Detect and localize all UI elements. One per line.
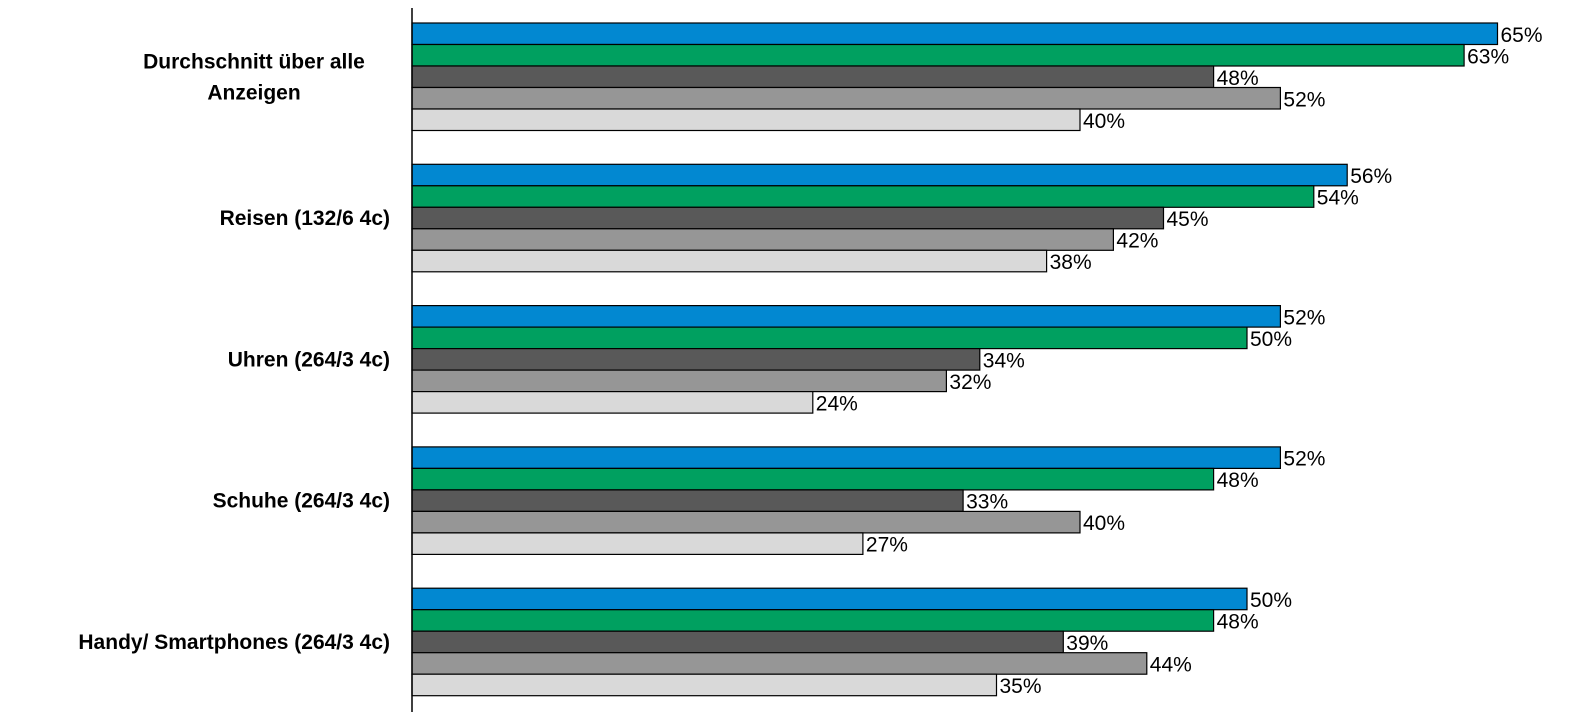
bar-cat1-series4 xyxy=(411,249,1048,273)
value-label: 40% xyxy=(1083,110,1125,133)
category-label: Reisen (132/6 4c) xyxy=(220,207,390,230)
value-label: 52% xyxy=(1283,306,1325,329)
value-label: 48% xyxy=(1217,610,1259,633)
value-label: 42% xyxy=(1116,230,1158,253)
bar-cat0-series3 xyxy=(411,86,1282,110)
bar-cat3-series3 xyxy=(411,510,1081,534)
bar-cat0-series2 xyxy=(411,65,1215,89)
category-label: Anzeigen xyxy=(207,81,300,104)
labels-group: 65%63% 48% 52% 40% Durchschnitt über alle Anz… xyxy=(78,24,1542,698)
value-label: 33% xyxy=(966,491,1008,514)
bar-cat2-series3 xyxy=(411,369,948,393)
value-label: 32% xyxy=(949,371,991,394)
value-label: 44% xyxy=(1150,653,1192,676)
category-label: Schuhe (264/3 4c) xyxy=(213,490,390,513)
value-label: 27% xyxy=(866,534,908,557)
value-label: 48% xyxy=(1217,67,1259,90)
bar-cat3-series0 xyxy=(411,446,1282,469)
bars-group xyxy=(411,22,1499,697)
value-label: 45% xyxy=(1167,208,1209,231)
bar-cat4-series2 xyxy=(411,630,1064,654)
value-label: 63% xyxy=(1467,45,1509,68)
category-label: Uhren (264/3 4c) xyxy=(228,348,390,371)
bar-cat1-series2 xyxy=(411,206,1165,230)
bar-cat2-series1 xyxy=(411,326,1248,350)
category-label: Handy/ Smartphones (264/3 4c) xyxy=(78,631,390,654)
bar-cat1-series1 xyxy=(411,185,1315,208)
bar-cat4-series4 xyxy=(411,673,998,697)
value-label: 35% xyxy=(1000,675,1042,698)
category-label: Durchschnitt über alle xyxy=(143,50,365,73)
bar-cat0-series4 xyxy=(411,108,1081,132)
bar-cat0-series1 xyxy=(411,43,1465,67)
value-label: 56% xyxy=(1350,165,1392,188)
bar-cat3-series2 xyxy=(411,489,964,512)
value-label: 50% xyxy=(1250,328,1292,351)
bar-cat4-series0 xyxy=(411,587,1248,611)
bar-cat2-series0 xyxy=(411,305,1282,328)
value-label: 38% xyxy=(1050,251,1092,274)
bar-cat4-series1 xyxy=(411,609,1215,632)
bar-cat0-series0 xyxy=(411,22,1499,46)
value-label: 48% xyxy=(1217,469,1259,492)
value-label: 24% xyxy=(816,392,858,415)
value-label: 39% xyxy=(1066,632,1108,655)
value-label: 40% xyxy=(1083,512,1125,535)
bar-cat3-series4 xyxy=(411,532,864,556)
bar-cat3-series1 xyxy=(411,467,1215,491)
bar-cat1-series3 xyxy=(411,228,1115,251)
value-label: 52% xyxy=(1283,448,1325,471)
value-label: 50% xyxy=(1250,589,1292,612)
value-label: 52% xyxy=(1283,88,1325,111)
bar-cat4-series3 xyxy=(411,652,1148,675)
bar-cat2-series2 xyxy=(411,348,981,371)
bar-cat2-series4 xyxy=(411,391,814,414)
value-label: 65% xyxy=(1501,24,1543,47)
value-label: 54% xyxy=(1317,187,1359,210)
bar-cat1-series0 xyxy=(411,163,1348,187)
value-label: 34% xyxy=(983,349,1025,372)
